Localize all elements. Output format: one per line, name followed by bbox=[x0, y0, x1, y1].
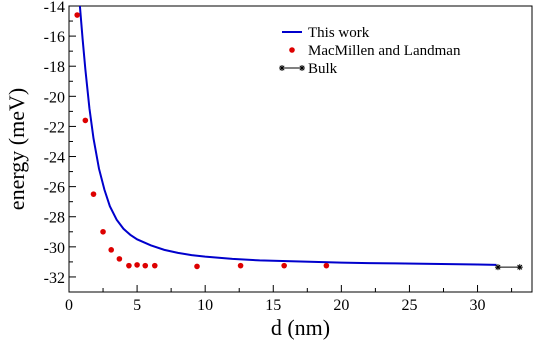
x-tick-label: 15 bbox=[265, 297, 281, 314]
legend-swatch bbox=[289, 47, 295, 53]
y-tick-label: -18 bbox=[44, 59, 65, 76]
data-point bbox=[82, 117, 89, 124]
x-tick-label: 0 bbox=[65, 297, 73, 314]
y-tick-label: -20 bbox=[44, 89, 65, 106]
x-tick-label: 5 bbox=[133, 297, 141, 314]
x-axis-label: d (nm) bbox=[271, 315, 330, 340]
y-tick-label: -16 bbox=[44, 29, 65, 46]
y-tick-label: -22 bbox=[44, 119, 65, 136]
data-point bbox=[116, 256, 123, 262]
data-point bbox=[151, 262, 158, 269]
legend-marker bbox=[279, 65, 285, 71]
x-tick-label: 20 bbox=[333, 297, 349, 314]
data-point bbox=[142, 262, 149, 269]
data-point bbox=[126, 262, 132, 269]
legend-label: This work bbox=[308, 25, 370, 41]
data-point bbox=[90, 191, 97, 197]
data-point bbox=[323, 262, 330, 269]
data-point bbox=[108, 247, 115, 253]
data-point bbox=[134, 262, 140, 268]
axis-ticks: 0 5 10 15 20 25 30 -32 -30 -28 -26 -24 -22 -20 -18 -16 -… bbox=[44, 0, 513, 314]
data-point bbox=[194, 263, 200, 270]
data-point bbox=[494, 264, 501, 271]
series-layer bbox=[74, 5, 523, 271]
legend-entry: MacMillen and Landman bbox=[289, 43, 461, 59]
x-tick-label: 30 bbox=[470, 297, 486, 314]
data-point bbox=[100, 228, 106, 235]
y-axis-label: energy (meV) bbox=[4, 88, 29, 210]
legend-label: Bulk bbox=[308, 61, 338, 77]
y-tick-label: -24 bbox=[44, 150, 65, 167]
plot-area bbox=[68, 5, 533, 293]
x-tick-label: 25 bbox=[401, 297, 417, 314]
data-point bbox=[74, 12, 80, 18]
legend-entry: Bulk bbox=[279, 61, 338, 77]
legend-entry: This work bbox=[282, 25, 370, 41]
y-tick-label: -28 bbox=[44, 210, 65, 227]
y-tick-label: -30 bbox=[44, 240, 65, 257]
y-tick-label: -14 bbox=[44, 0, 65, 16]
series-line-0 bbox=[78, 5, 497, 266]
y-tick-label: -32 bbox=[44, 270, 65, 287]
data-point bbox=[281, 262, 287, 269]
y-tick-label: -26 bbox=[44, 180, 65, 197]
legend-marker bbox=[299, 65, 305, 71]
legend-label: MacMillen and Landman bbox=[308, 43, 461, 59]
data-point bbox=[516, 264, 523, 271]
legend: This work MacMillen and Landman Bulk bbox=[279, 25, 461, 77]
data-point bbox=[237, 262, 244, 269]
x-tick-label: 10 bbox=[197, 297, 213, 314]
